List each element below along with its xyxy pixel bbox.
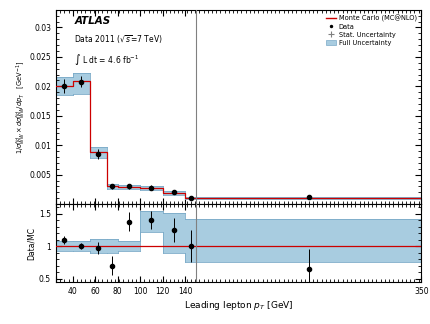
Text: ATLAS: ATLAS xyxy=(74,16,111,26)
Text: Data 2011 ($\sqrt{s}$=7 TeV): Data 2011 ($\sqrt{s}$=7 TeV) xyxy=(74,33,163,45)
Text: $\int$ L dt = 4.6 fb$^{-1}$: $\int$ L dt = 4.6 fb$^{-1}$ xyxy=(74,52,139,67)
Y-axis label: $1/\sigma_{WW}^{fid} \times d\sigma_{WW}^{fid}/dp_{T}$   [GeV$^{-1}$]: $1/\sigma_{WW}^{fid} \times d\sigma_{WW}… xyxy=(15,60,28,154)
X-axis label: Leading lepton $p_T$ [GeV]: Leading lepton $p_T$ [GeV] xyxy=(184,298,293,311)
Legend: Monte Carlo (MC@NLO), Data, Stat. Uncertainty, Full Uncertainty: Monte Carlo (MC@NLO), Data, Stat. Uncert… xyxy=(325,13,418,47)
Y-axis label: Data/MC: Data/MC xyxy=(27,226,36,260)
